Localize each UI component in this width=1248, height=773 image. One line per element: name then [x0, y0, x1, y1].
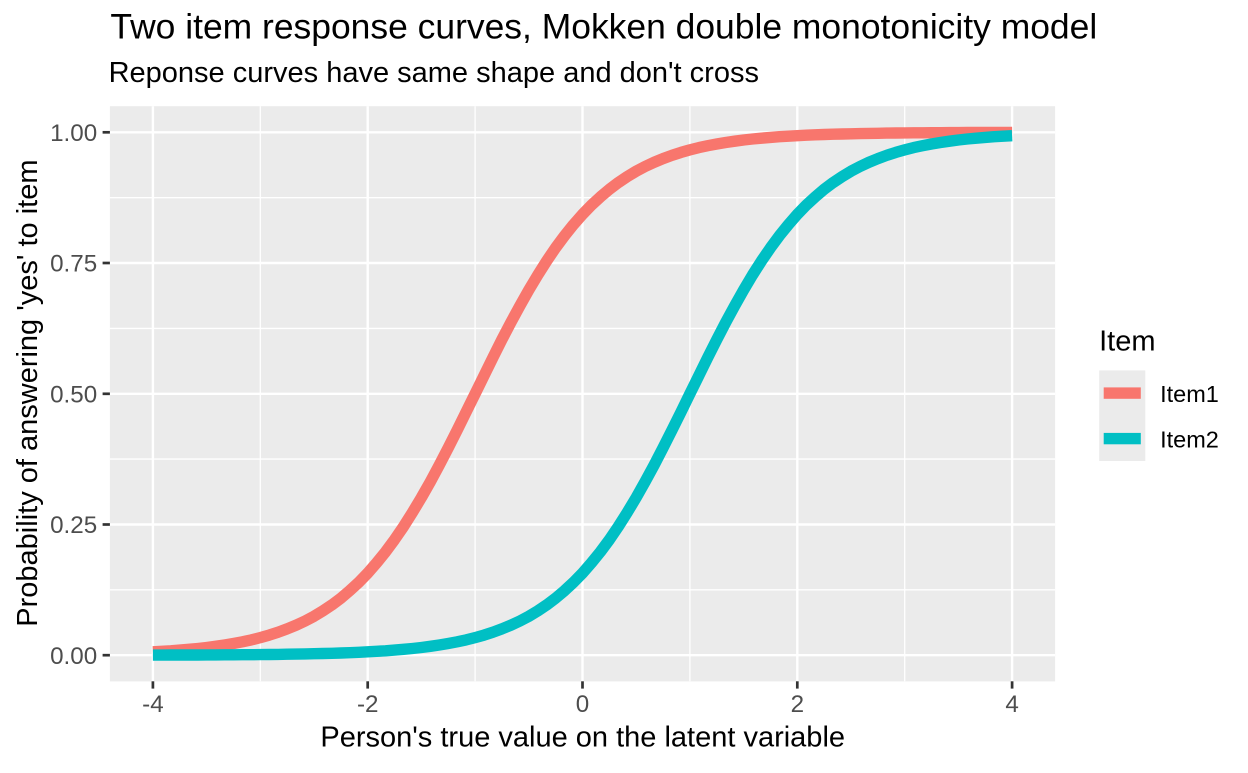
svg-text:Item: Item	[1099, 325, 1155, 357]
svg-text:4: 4	[1005, 691, 1018, 718]
svg-text:Two item response curves, Mokk: Two item response curves, Mokken double …	[110, 6, 1097, 46]
svg-text:0.75: 0.75	[50, 251, 97, 278]
svg-text:0.25: 0.25	[50, 512, 97, 539]
svg-text:0.50: 0.50	[50, 381, 97, 408]
svg-text:Person's true value on the lat: Person's true value on the latent variab…	[320, 721, 845, 753]
svg-text:0: 0	[576, 691, 589, 718]
svg-text:1.00: 1.00	[50, 120, 97, 147]
svg-text:Item1: Item1	[1160, 381, 1219, 407]
svg-text:-4: -4	[142, 691, 164, 718]
svg-text:-2: -2	[357, 691, 379, 718]
svg-text:Item2: Item2	[1160, 426, 1219, 452]
svg-text:0.00: 0.00	[50, 643, 97, 670]
svg-text:Reponse curves have same shape: Reponse curves have same shape and don't…	[109, 57, 759, 89]
svg-text:Probability of answering 'yes': Probability of answering 'yes' to item	[12, 159, 44, 626]
svg-text:2: 2	[791, 691, 804, 718]
